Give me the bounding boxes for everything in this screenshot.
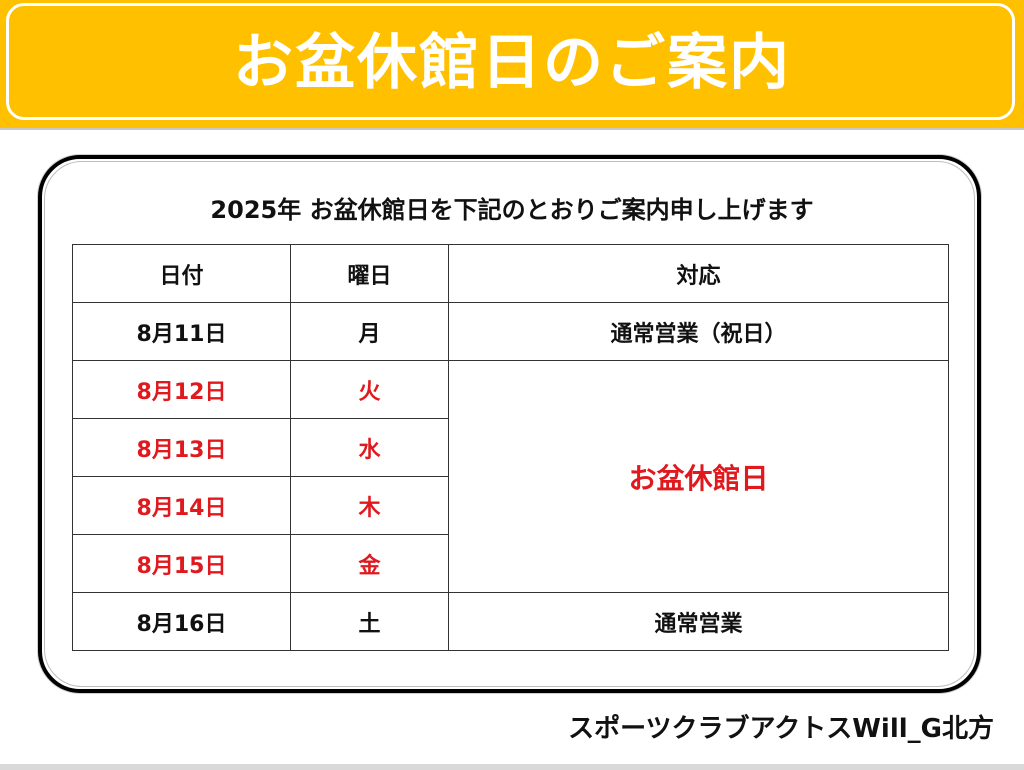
table-row: 8月11日 月 通常営業（祝日） (72, 302, 949, 361)
title-banner: お盆休館日のご案内 (0, 0, 1024, 130)
table-row: 8月14日 木 (72, 476, 949, 535)
bottom-divider (0, 764, 1024, 770)
date-cell: 8月16日 (72, 592, 291, 651)
date-cell: 8月13日 (72, 418, 291, 477)
weekday-cell: 木 (290, 476, 449, 535)
table-row: 8月12日 火 お盆休館日 (72, 360, 949, 593)
schedule-table: 日付 曜日 対応 8月11日 月 通常営業（祝日） 8月12日 火 お盆休館日 … (72, 244, 949, 651)
banner-border (6, 3, 1015, 120)
header-date: 日付 (72, 244, 291, 303)
club-name: スポーツクラブアクトスWill_G北方 (568, 714, 994, 744)
date-cell: 8月15日 (72, 534, 291, 593)
table-header-row: 日付 曜日 対応 (72, 244, 949, 303)
date-cell: 8月14日 (72, 476, 291, 535)
table-row: 8月15日 金 (72, 534, 949, 593)
header-weekday: 曜日 (290, 244, 449, 303)
notice-subtitle: 2025年 お盆休館日を下記のとおりご案内申し上げます (210, 196, 814, 224)
weekday-cell: 火 (290, 360, 449, 419)
date-cell: 8月11日 (72, 302, 291, 361)
weekday-cell: 水 (290, 418, 449, 477)
table-row: 8月13日 水 (72, 418, 949, 477)
table-row: 8月16日 土 通常営業 (72, 592, 949, 651)
header-status: 対応 (448, 244, 949, 303)
status-cell: 通常営業（祝日） (448, 302, 949, 361)
weekday-cell: 月 (290, 302, 449, 361)
page-title: お盆休館日のご案内 (233, 28, 791, 98)
weekday-cell: 土 (290, 592, 449, 651)
holiday-status-cell: お盆休館日 (448, 360, 949, 593)
date-cell: 8月12日 (72, 360, 291, 419)
weekday-cell: 金 (290, 534, 449, 593)
status-cell: 通常営業 (448, 592, 949, 651)
notice-card-inner-border (44, 161, 975, 687)
